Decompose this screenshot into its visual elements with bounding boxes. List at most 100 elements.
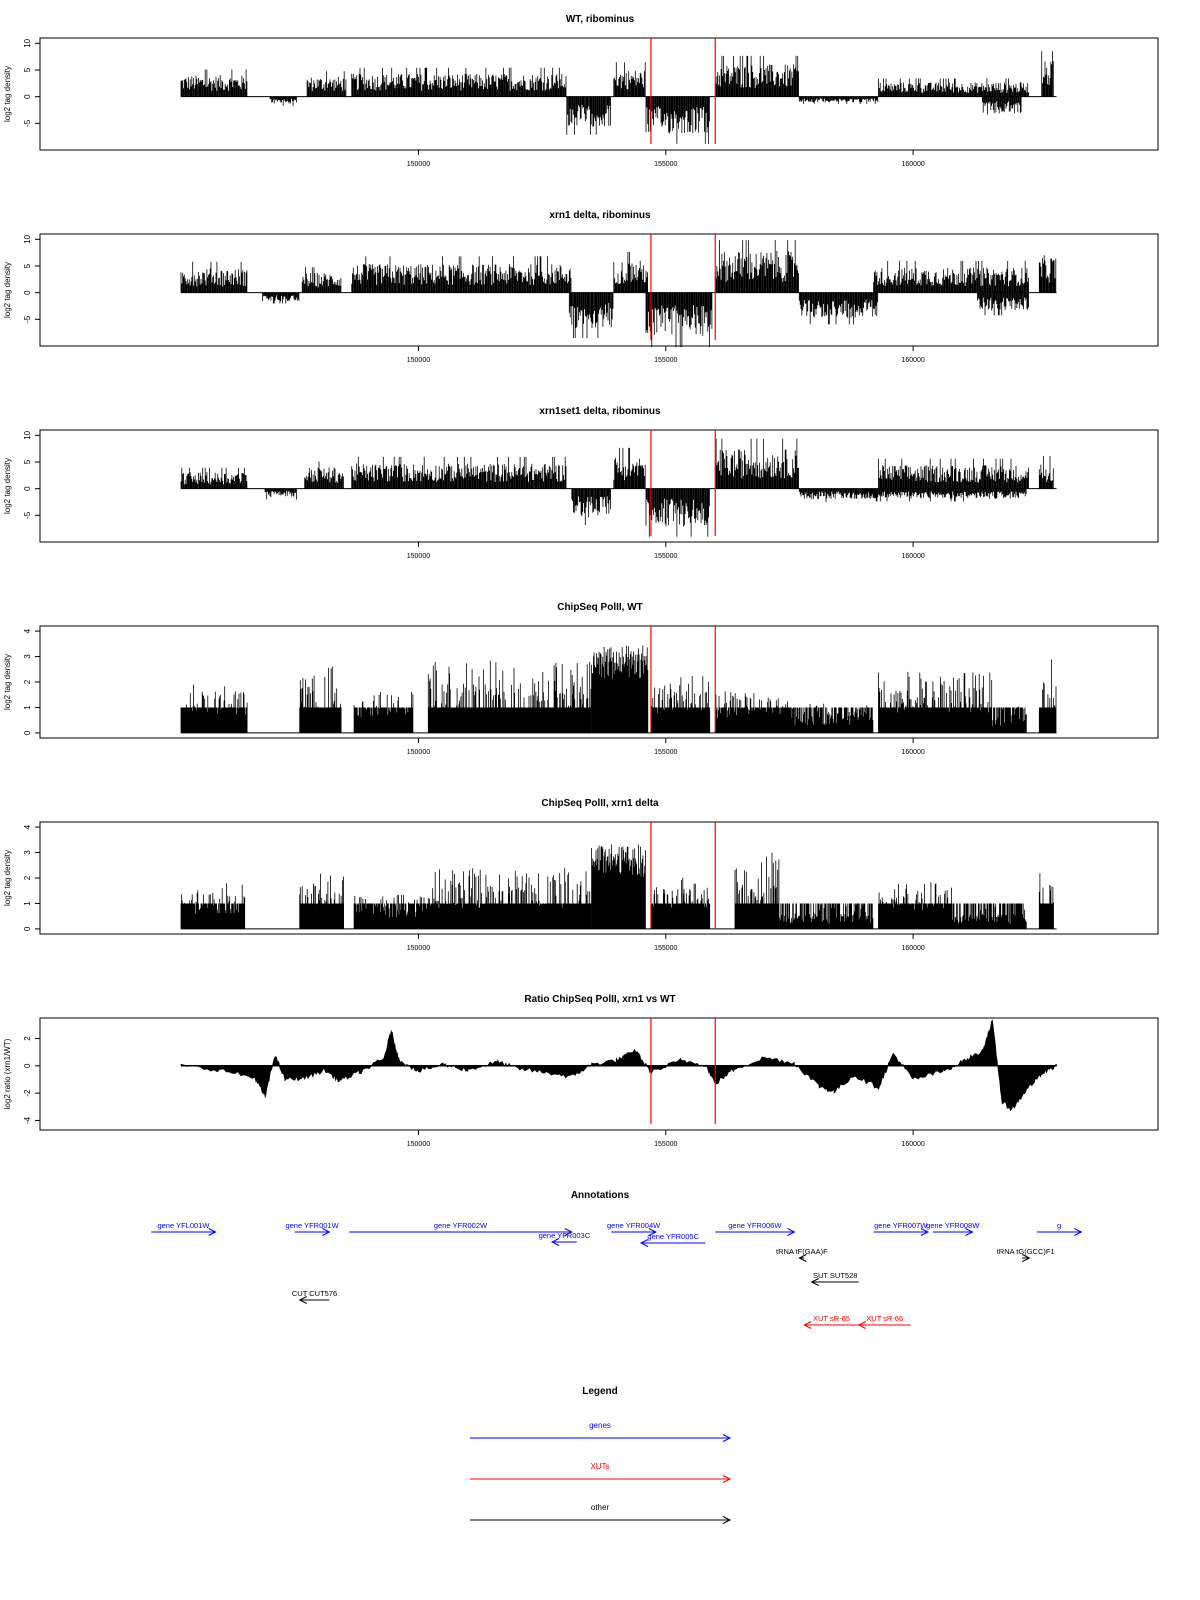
feature-label: gene YFR002W [434, 1221, 488, 1230]
y-tick-label: 0 [23, 730, 32, 735]
y-tick-label: 0 [23, 486, 32, 491]
y-axis-label: log2 tag density [3, 458, 12, 514]
annotation-feature: gene YFR004W [607, 1221, 661, 1236]
x-tick-label: 155000 [654, 1141, 677, 1148]
feature-arrow-head [920, 1228, 930, 1236]
plot-frame [39, 233, 1159, 347]
data-bars [571, 488, 611, 525]
annotation-feature: tRNA tG(GCC)F1 [997, 1247, 1055, 1262]
y-tick-label: 2 [23, 875, 32, 880]
x-tick-label: 155000 [654, 749, 677, 756]
x-tick-label: 150000 [407, 1141, 430, 1148]
plot-frame [39, 37, 1159, 151]
feature-label: gene YFR005C [647, 1232, 699, 1241]
feature-arrow-head [322, 1228, 331, 1236]
plot-frame [39, 429, 1159, 543]
y-tick-label: 1 [23, 705, 32, 710]
data-bars [878, 78, 1029, 97]
y-tick-label: 3 [23, 850, 32, 855]
annotation-feature: SUT SUT528 [810, 1271, 859, 1286]
feature-arrow-head [798, 1254, 807, 1262]
legend-label: other [591, 1503, 610, 1512]
annotation-feature: tRNA tF(GAA)F [776, 1247, 828, 1262]
annotation-feature: gene YFL001W [151, 1221, 217, 1236]
annotation-feature: XUT sR-65 [803, 1314, 859, 1329]
y-tick-label: 4 [23, 824, 32, 829]
legend-item: XUTs [470, 1462, 732, 1483]
data-bars [613, 447, 646, 489]
annotation-feature: gene YFR002W [349, 1221, 573, 1236]
panel-title: WT, ribominus [566, 14, 635, 25]
data-bars [1038, 456, 1054, 489]
x-tick-label: 160000 [901, 749, 924, 756]
data-bars [714, 55, 799, 97]
data-bars [714, 240, 799, 293]
data-bars [779, 903, 874, 929]
data-bars [952, 903, 1027, 929]
legend-item: other [470, 1503, 732, 1524]
data-bars [180, 69, 248, 97]
feature-label: gene YFR003C [539, 1231, 591, 1240]
annotations-panel: Annotations gene YFL001W gene YFR001W gene … [151, 1190, 1083, 1329]
data-bars [650, 877, 711, 929]
panel-1: WT, ribominus log2 tag density 10 5 0 -5 15000… [3, 14, 1159, 168]
annotation-feature: gene YFR008W [926, 1221, 980, 1236]
data-bars [977, 292, 1029, 316]
feature-arrow-head [1074, 1228, 1083, 1236]
x-tick-label: 155000 [654, 161, 677, 168]
feature-label: XUT sR-66 [866, 1314, 903, 1323]
data-bars [591, 844, 646, 929]
feature-label: gene YFR008W [926, 1221, 980, 1230]
panel-2: xrn1 delta, ribominus log2 tag density 10 5… [3, 210, 1159, 364]
data-bars [613, 62, 646, 97]
annotations-title: Annotations [571, 1190, 630, 1201]
feature-arrow-head [787, 1228, 796, 1236]
y-tick-label: 4 [23, 628, 32, 633]
y-tick-label: 2 [23, 1036, 32, 1041]
x-tick-label: 160000 [901, 553, 924, 560]
data-bars [299, 873, 344, 929]
y-tick-label: 0 [23, 1063, 32, 1068]
data-bars [299, 666, 342, 733]
y-axis-label: log2 tag density [3, 654, 12, 710]
y-tick-label: 2 [23, 679, 32, 684]
data-bars [798, 96, 879, 104]
x-tick-label: 155000 [654, 357, 677, 364]
x-tick-label: 160000 [901, 945, 924, 952]
x-tick-label: 155000 [654, 553, 677, 560]
data-bars [878, 458, 1029, 489]
x-tick-label: 160000 [901, 1141, 924, 1148]
feature-label: CUT CUT576 [292, 1289, 337, 1298]
data-bars [351, 67, 567, 97]
annotation-feature: g [1036, 1221, 1083, 1236]
data-bars [734, 852, 780, 929]
panel-title: ChipSeq PolII, WT [557, 602, 643, 613]
x-tick-label: 155000 [654, 945, 677, 952]
y-tick-label: 0 [23, 94, 32, 99]
legend-label: genes [589, 1421, 611, 1430]
y-axis-label: log2 ratio (xrn1/WT) [3, 1038, 12, 1109]
legend-title: Legend [582, 1386, 618, 1397]
legend-panel: Legend genes XUTs other [470, 1386, 732, 1524]
data-bars [1041, 51, 1054, 97]
legend-arrow-head [722, 1475, 732, 1483]
feature-arrow-head [564, 1228, 573, 1236]
feature-arrow-head [648, 1228, 658, 1236]
data-bars [650, 676, 711, 733]
feature-label: gene YFR006W [728, 1221, 782, 1230]
panel-title: xrn1 delta, ribominus [549, 210, 651, 221]
data-bars [568, 292, 614, 338]
feature-arrow-head [298, 1296, 307, 1304]
x-tick-label: 160000 [901, 161, 924, 168]
x-tick-label: 150000 [407, 749, 430, 756]
legend-item: genes [470, 1421, 732, 1442]
panel-title: ChipSeq PolII, xrn1 delta [541, 798, 659, 809]
feature-label: gene YFR007W [874, 1221, 928, 1230]
data-bars [566, 96, 611, 135]
y-tick-label: 5 [23, 459, 32, 464]
data-bars [798, 292, 879, 325]
data-bars [878, 671, 993, 733]
panel-4: ChipSeq PolII, WT log2 tag density 4 3 2 1 0 15… [3, 602, 1159, 756]
y-tick-label: -4 [23, 1116, 32, 1124]
